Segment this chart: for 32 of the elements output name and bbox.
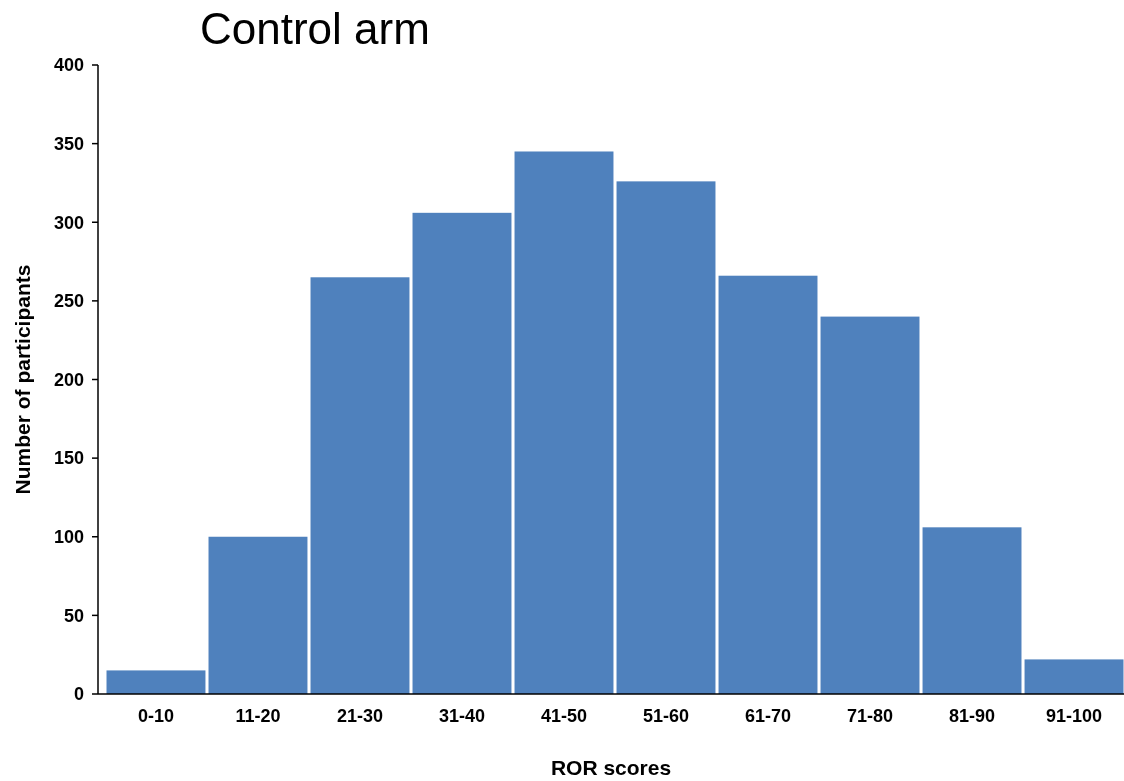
bar <box>718 275 818 694</box>
x-tick-label: 71-80 <box>846 706 894 726</box>
x-tick-label: 81-90 <box>948 706 996 726</box>
bar <box>310 277 410 694</box>
y-tick-label: 350 <box>53 133 84 154</box>
y-tick-label: 200 <box>53 369 84 390</box>
x-axis-title: ROR scores <box>550 756 672 779</box>
y-tick-label: 0 <box>73 684 84 705</box>
x-tick-label: 51-60 <box>642 706 690 726</box>
bar <box>820 316 920 694</box>
bar <box>208 536 308 694</box>
bar <box>616 181 716 694</box>
x-tick-label: 91-100 <box>1045 706 1103 726</box>
chart-title: Control arm <box>200 4 430 53</box>
x-tick-label: 31-40 <box>438 706 486 726</box>
bar <box>412 212 512 694</box>
x-tick-label: 11-20 <box>235 706 281 726</box>
x-tick-label: 21-30 <box>336 706 384 726</box>
y-tick-label: 50 <box>63 605 84 626</box>
y-tick-label: 150 <box>53 448 84 469</box>
bar <box>106 670 206 694</box>
bar <box>1024 659 1124 694</box>
y-tick-label: 100 <box>53 527 84 548</box>
x-tick-label: 41-50 <box>540 706 588 726</box>
x-tick-label: 0-10 <box>137 706 174 726</box>
bar <box>514 151 614 694</box>
y-tick-label: 250 <box>53 291 84 312</box>
bar <box>922 527 1022 694</box>
y-tick-label: 300 <box>53 212 84 233</box>
x-tick-label: 61-70 <box>744 706 792 726</box>
y-axis-title: Number of participants <box>11 264 34 495</box>
y-tick-label: 400 <box>53 55 84 76</box>
